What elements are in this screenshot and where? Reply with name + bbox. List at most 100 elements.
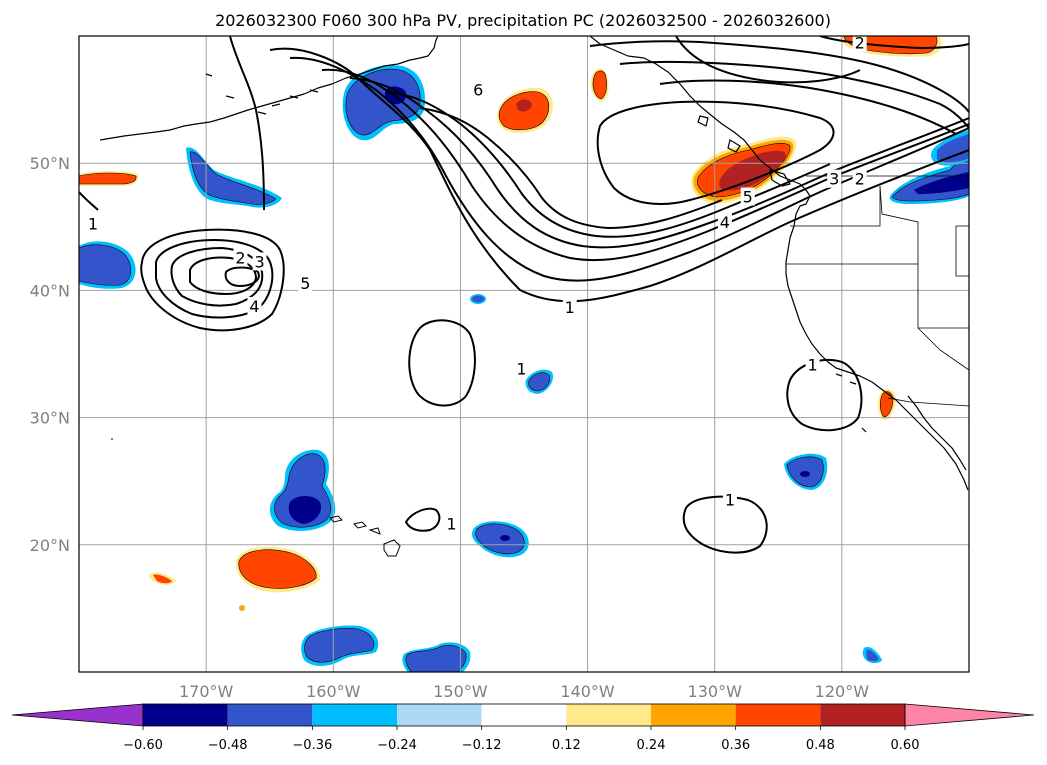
latitude-label: 20°N xyxy=(30,536,70,555)
contour-label-bg xyxy=(827,169,842,188)
gulf-alaska-coast xyxy=(589,36,811,215)
longitude-label: 150°W xyxy=(433,682,488,701)
colorbar-label: −0.36 xyxy=(292,738,332,753)
colorbar-label: −0.60 xyxy=(123,738,163,753)
colorbar-label: −0.24 xyxy=(377,738,417,753)
longitude-labels: 170°W 160°W 150°W 140°W 130°W 120°W xyxy=(179,682,869,701)
washington-oregon-border xyxy=(790,186,881,227)
mexico-border xyxy=(887,397,969,407)
contour-label: 1 xyxy=(722,490,737,509)
graticule xyxy=(79,36,969,672)
colorbar-label: −0.48 xyxy=(208,738,248,753)
pv-contour-west-edge xyxy=(79,191,99,211)
pos-region-northeast-pacific-1 xyxy=(496,87,553,133)
pv-contour-iso-3 xyxy=(682,495,768,554)
contour-label-text: 2 xyxy=(855,34,865,53)
channel-islands xyxy=(835,373,867,433)
colorbar-extend-high xyxy=(904,703,1035,727)
pv-contour-ne-3 xyxy=(659,79,957,135)
latitude-label: 50°N xyxy=(30,154,70,173)
contour-label-text: 4 xyxy=(720,213,730,232)
neg-region-south-1 xyxy=(301,625,379,666)
contour-label-bg xyxy=(298,274,313,293)
contour-label-bg xyxy=(252,252,267,271)
figure-title: 2026032300 F060 300 hPa PV, precipitatio… xyxy=(215,11,831,30)
contour-label-bg xyxy=(247,296,262,315)
neg-region-small-40n xyxy=(470,294,486,304)
longitude-label: 130°W xyxy=(688,682,743,701)
colorbar-segment xyxy=(820,704,905,726)
pv-contour-ne-2 xyxy=(619,60,969,129)
contour-label-bg xyxy=(852,36,867,52)
contour-label-bg xyxy=(233,248,248,267)
utah-border xyxy=(955,225,969,277)
colorbar-segment xyxy=(227,704,313,726)
pv-contour-jet-6 xyxy=(419,107,723,229)
contour-label-text: 1 xyxy=(808,355,818,374)
latitude-label: 30°N xyxy=(30,409,70,428)
contour-label-text: 2 xyxy=(855,170,865,189)
pv-contour-w-3 xyxy=(170,247,264,307)
colorbar-segment xyxy=(651,704,736,726)
baja-gulf-coast xyxy=(907,395,967,471)
colorbar-label: 0.24 xyxy=(637,738,666,753)
contour-label-text: 5 xyxy=(300,274,310,293)
contour-label-text: 1 xyxy=(88,214,98,233)
contour-label-text: 1 xyxy=(565,298,575,317)
pv-contours xyxy=(79,36,969,554)
colorbar-segment xyxy=(397,704,482,726)
contour-label: 4 xyxy=(247,296,262,316)
contour-label-text: 3 xyxy=(829,170,839,189)
contour-label: 1 xyxy=(85,214,100,233)
longitude-label: 160°W xyxy=(306,682,361,701)
hawaiian-islands xyxy=(111,438,401,557)
pv-contour-ne-5 xyxy=(675,36,861,84)
contour-label-text: 5 xyxy=(743,188,753,207)
colorbar: −0.60 −0.48 −0.36 −0.24 −0.12 0.12 0.24 0.36 0.4… xyxy=(11,703,1035,753)
contour-label-text: 2 xyxy=(235,249,245,268)
contour-label: 5 xyxy=(740,187,755,207)
colorbar-extend-low xyxy=(11,703,144,727)
contour-label-bg xyxy=(471,80,486,99)
contour-label-text: 4 xyxy=(249,297,259,316)
contour-label: 2 xyxy=(852,34,867,53)
pv-contour-w-2 xyxy=(155,239,274,319)
neg-region-hawaii-north xyxy=(269,449,336,531)
alaska-aleutian-coast xyxy=(99,36,439,141)
contour-label-text: 1 xyxy=(446,514,456,533)
colorbar-label: 0.48 xyxy=(806,738,835,753)
contour-label: 5 xyxy=(298,274,313,293)
colorbar-label: 0.60 xyxy=(891,738,920,753)
colorbar-segment xyxy=(735,704,821,726)
contour-label-text: 1 xyxy=(725,490,735,509)
contour-label-bg xyxy=(805,355,820,374)
contour-label: 2 xyxy=(233,248,248,268)
longitude-label: 140°W xyxy=(560,682,615,701)
pos-region-small-west xyxy=(149,572,245,611)
colorbar-segment xyxy=(566,704,651,726)
neg-region-33n xyxy=(525,369,554,394)
pv-contour-jet-1 xyxy=(269,47,969,303)
contour-label: 1 xyxy=(514,359,529,378)
contour-label-bg xyxy=(740,187,755,206)
contour-label-text: 6 xyxy=(473,81,483,100)
neg-region-far-south-east xyxy=(862,646,882,663)
pv-contour-w-1 xyxy=(140,228,285,332)
pos-region-bc-coast xyxy=(691,136,797,204)
neg-region-gulf-alaska xyxy=(186,147,282,208)
pv-contour-w-extra xyxy=(229,36,265,211)
pos-region-west-edge xyxy=(79,171,139,186)
contour-label-bg xyxy=(444,514,459,533)
colorbar-label: 0.12 xyxy=(552,738,581,753)
contour-label-bg xyxy=(562,298,577,317)
colorbar-label: −0.12 xyxy=(462,738,502,753)
contour-label-text: 1 xyxy=(516,359,526,378)
pv-contour-iso-2 xyxy=(405,507,441,532)
pv-contour-ne-4 xyxy=(596,100,835,205)
neg-region-baja xyxy=(784,453,828,490)
contour-label-bg xyxy=(514,359,529,378)
contour-label-bg xyxy=(717,212,732,231)
alaska-peninsula-islands xyxy=(205,73,319,115)
contour-label: 4 xyxy=(717,212,732,232)
